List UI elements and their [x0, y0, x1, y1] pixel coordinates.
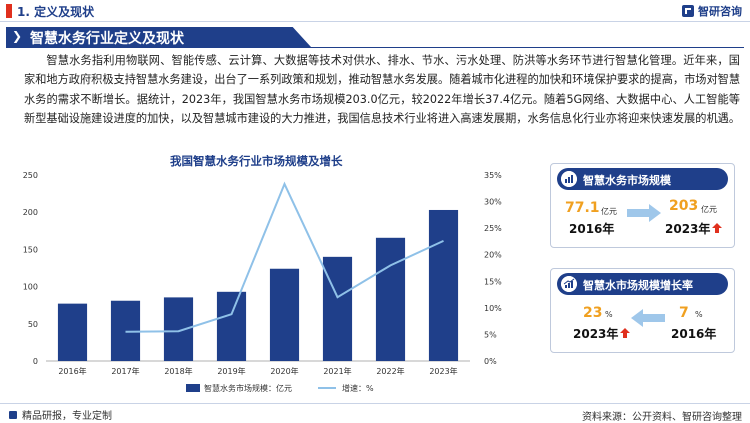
- brand-logo: 智研咨询: [682, 3, 742, 19]
- right-tick-label: 30%: [484, 198, 502, 207]
- legend-bar-label: 智慧水务市场规模：亿元: [204, 383, 292, 393]
- growth-rate-2023-value: 23: [583, 305, 603, 321]
- left-tick-label: 100: [23, 283, 38, 292]
- line-series: [125, 181, 444, 333]
- footer-tagline-text: 精品研报，专业定制: [22, 411, 112, 422]
- growth-rate-2016-year: 2016年: [671, 327, 717, 341]
- arrow-right-icon: [627, 204, 661, 222]
- x-axis: 2016年 2017年 2018年 2019年 2020年 2021年 2022年 2023年: [58, 366, 457, 376]
- chart-title: 我国智慧水务行业市场规模及增长: [170, 154, 343, 168]
- top-divider: [0, 21, 750, 22]
- report-icon: [9, 410, 17, 419]
- banner-divider: [6, 47, 744, 48]
- x-tick-label: 2022年: [376, 366, 404, 376]
- right-tick-label: 15%: [484, 277, 502, 286]
- left-tick-label: 200: [23, 208, 38, 217]
- left-tick-label: 0: [33, 357, 38, 366]
- market-size-2016-year: 2016年: [569, 222, 615, 236]
- bar: [216, 291, 247, 361]
- left-tick-label: 250: [23, 171, 38, 180]
- market-size-2023-value: 203: [669, 198, 699, 214]
- right-tick-label: 5%: [484, 330, 497, 339]
- market-size-2016-value: 77.1: [565, 200, 600, 216]
- trend-chart-icon: [561, 276, 577, 292]
- footer-tagline: 精品研报，专业定制: [8, 407, 112, 422]
- market-chart: 0 50 100 150 200 250 0% 5% 10% 15% 20% 25% 30% 35% 2…: [23, 171, 502, 393]
- legend-line-label: 增速：%: [342, 383, 374, 393]
- right-tick-label: 10%: [484, 304, 502, 313]
- bottom-divider: [0, 403, 750, 404]
- market-size-2023-unit: 亿元: [701, 205, 717, 214]
- bar: [428, 209, 459, 361]
- growth-rate-2023-year: 2023年: [573, 327, 619, 341]
- x-tick-label: 2021年: [323, 366, 351, 376]
- intro-paragraph: 智慧水务指利用物联网、智能传感、云计算、大数据等技术对供水、排水、节水、污水处理…: [24, 54, 741, 126]
- bar-chart-icon: [561, 171, 577, 187]
- top-bar: 1. 定义及现状 智研咨询: [0, 0, 750, 22]
- market-size-2016-unit: 亿元: [601, 207, 617, 216]
- section-accent: [6, 4, 12, 18]
- growth-rate-card-title: 智慧水市场规模增长率: [583, 279, 693, 292]
- x-tick-label: 2023年: [429, 366, 457, 376]
- growth-rate-2023-unit: %: [605, 310, 613, 319]
- right-axis: 0% 5% 10% 15% 20% 25% 30% 35%: [484, 171, 502, 366]
- title-banner: ❯ 智慧水务行业定义及现状: [6, 27, 311, 47]
- growth-rate-card-header: 智慧水市场规模增长率: [557, 273, 728, 295]
- bar-series: [57, 209, 459, 361]
- bar: [269, 268, 300, 361]
- x-tick-label: 2019年: [217, 366, 245, 376]
- growth-rate-2016-value: 7: [679, 305, 689, 321]
- chart-legend: 智慧水务市场规模：亿元 增速：%: [186, 383, 374, 393]
- arrow-up-icon: [620, 328, 630, 338]
- growth-rate-2016-unit: %: [695, 310, 703, 319]
- section-label: 1. 定义及现状: [17, 5, 95, 19]
- right-tick-label: 20%: [484, 251, 502, 260]
- growth-rate-card: 智慧水市场规模增长率 23 % 2023年 7 % 2016年: [550, 268, 735, 353]
- x-tick-label: 2020年: [270, 366, 298, 376]
- brand-name: 智研咨询: [698, 5, 742, 18]
- source-note: 资料来源：公开资料、智研咨询整理: [582, 412, 742, 423]
- page-title: 智慧水务行业定义及现状: [30, 31, 184, 47]
- x-tick-label: 2017年: [111, 366, 139, 376]
- bar: [57, 303, 88, 361]
- right-tick-label: 25%: [484, 224, 502, 233]
- arrow-left-icon: [631, 309, 665, 327]
- left-tick-label: 150: [23, 245, 38, 254]
- market-size-card-title: 智慧水务市场规模: [583, 174, 671, 187]
- market-size-2023-year: 2023年: [665, 222, 711, 236]
- left-axis: 0 50 100 150 200 250: [23, 171, 38, 366]
- right-tick-label: 35%: [484, 171, 502, 180]
- bar: [375, 237, 406, 361]
- market-size-card: 智慧水务市场规模 77.1 亿元 2016年 203 亿元 2023年: [550, 163, 735, 248]
- right-tick-label: 0%: [484, 357, 497, 366]
- x-tick-label: 2018年: [164, 366, 192, 376]
- market-size-card-header: 智慧水务市场规模: [557, 168, 728, 190]
- brand-logo-icon: [682, 5, 694, 17]
- left-tick-label: 50: [28, 320, 38, 329]
- chevron-right-icon: ❯: [12, 29, 23, 43]
- growth-line: [125, 181, 444, 333]
- bar: [322, 256, 353, 361]
- legend-bar-swatch: [186, 384, 200, 392]
- bar: [163, 297, 194, 361]
- arrow-up-icon: [712, 223, 722, 233]
- x-tick-label: 2016年: [58, 366, 86, 376]
